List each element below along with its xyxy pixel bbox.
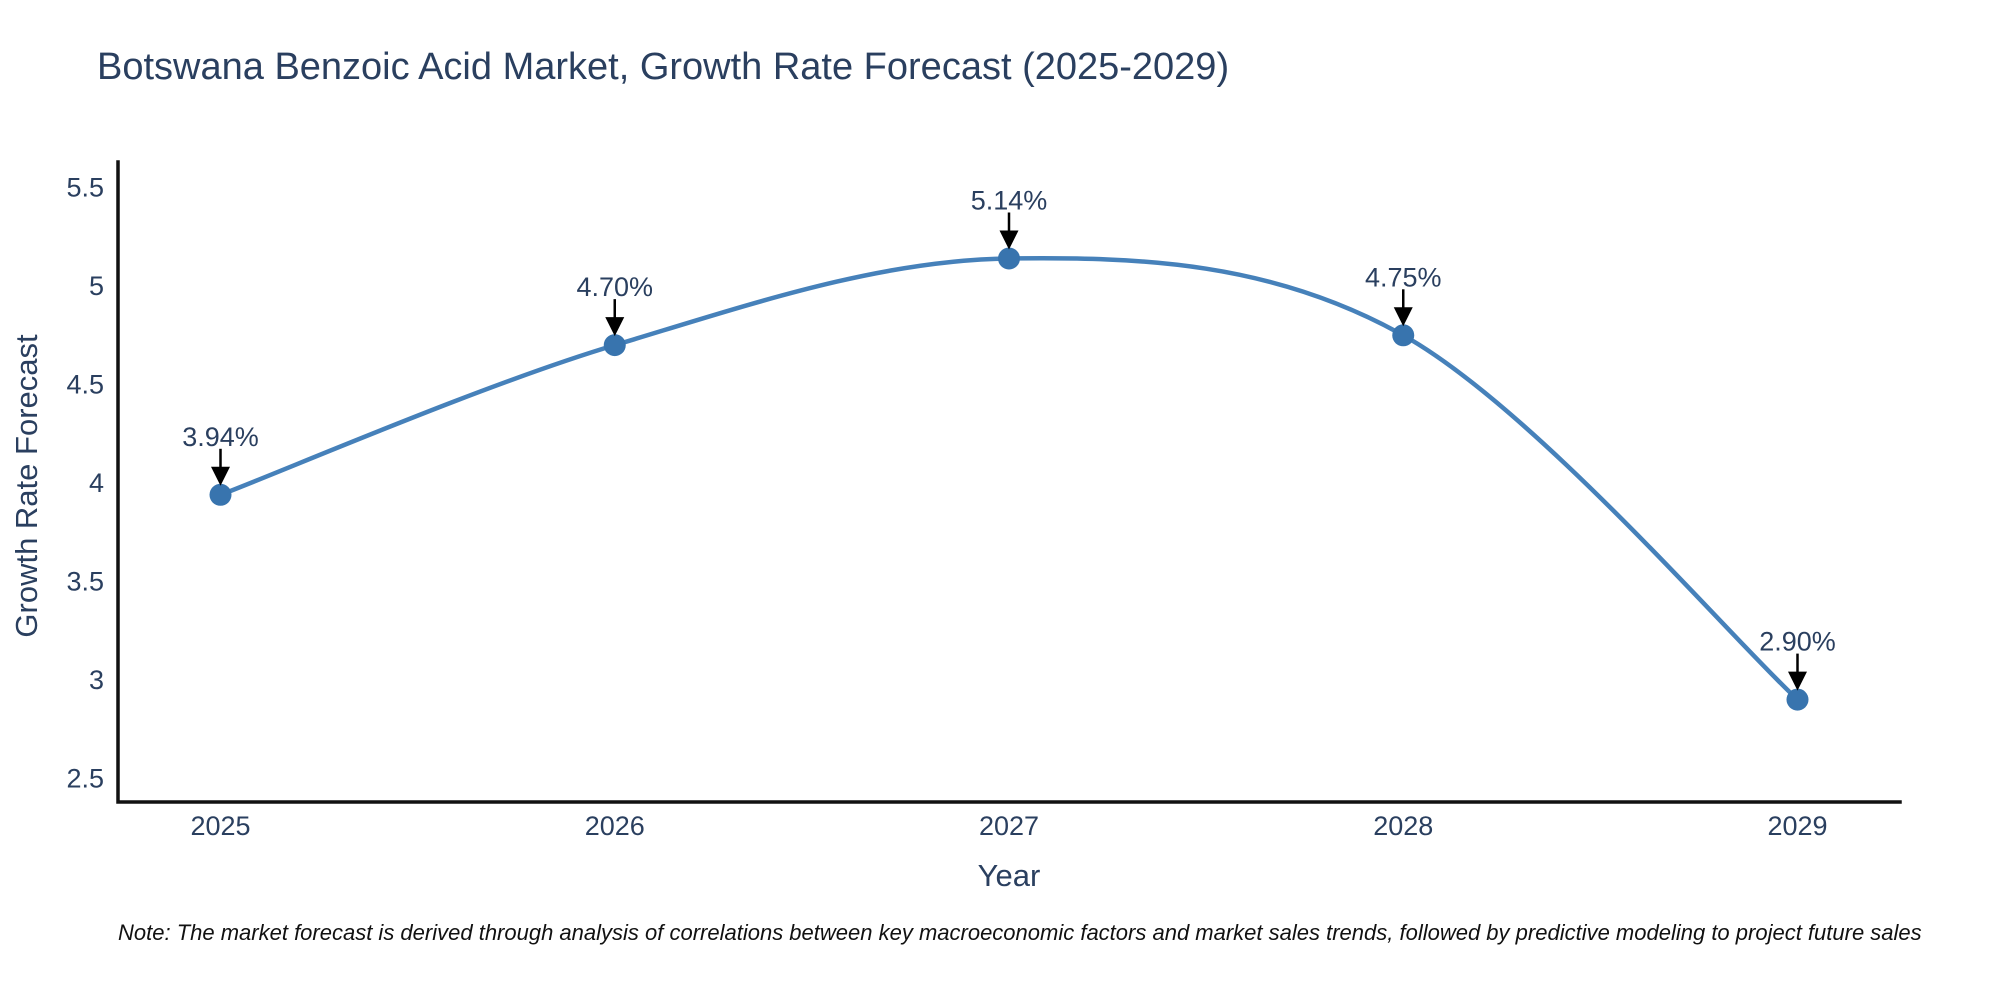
data-point-marker[interactable] (998, 247, 1020, 270)
data-point-marker[interactable] (209, 483, 232, 506)
data-point-label: 2.90% (1759, 627, 1836, 657)
y-tick-label: 4.5 (66, 370, 104, 400)
y-tick-label: 3 (89, 665, 104, 695)
axis-lines (116, 160, 1902, 804)
data-point-label: 3.94% (182, 422, 259, 452)
annotation-arrow-head (211, 466, 231, 486)
annotation-arrow-head (1393, 307, 1413, 327)
x-tick-label: 2027 (979, 811, 1039, 841)
data-point-label: 4.75% (1365, 262, 1442, 292)
x-tick-label: 2026 (585, 811, 645, 841)
data-point-label: 5.14% (971, 185, 1048, 215)
data-point-label: 4.70% (576, 272, 653, 302)
x-tick-label: 2025 (190, 811, 250, 841)
y-tick-label: 3.5 (66, 566, 104, 596)
data-point-marker[interactable] (1786, 688, 1809, 711)
annotation-arrow-head (999, 230, 1019, 250)
data-point-marker[interactable] (603, 334, 626, 357)
forecast-line (219, 256, 1800, 702)
y-tick-label: 2.5 (66, 763, 104, 793)
annotation-arrow-head (605, 317, 625, 337)
x-tick-label: 2029 (1767, 811, 1827, 841)
footnote: Note: The market forecast is derived thr… (118, 920, 1922, 945)
y-tick-label: 5.5 (66, 173, 104, 203)
y-tick-label: 4 (89, 468, 104, 498)
y-tick-label: 5 (89, 271, 104, 301)
data-point-marker[interactable] (1392, 324, 1415, 347)
x-axis-title: Year (977, 858, 1041, 893)
x-tick-label: 2028 (1373, 811, 1433, 841)
annotation-arrow-head (1787, 671, 1807, 691)
chart-title: Botswana Benzoic Acid Market, Growth Rat… (97, 46, 1230, 88)
